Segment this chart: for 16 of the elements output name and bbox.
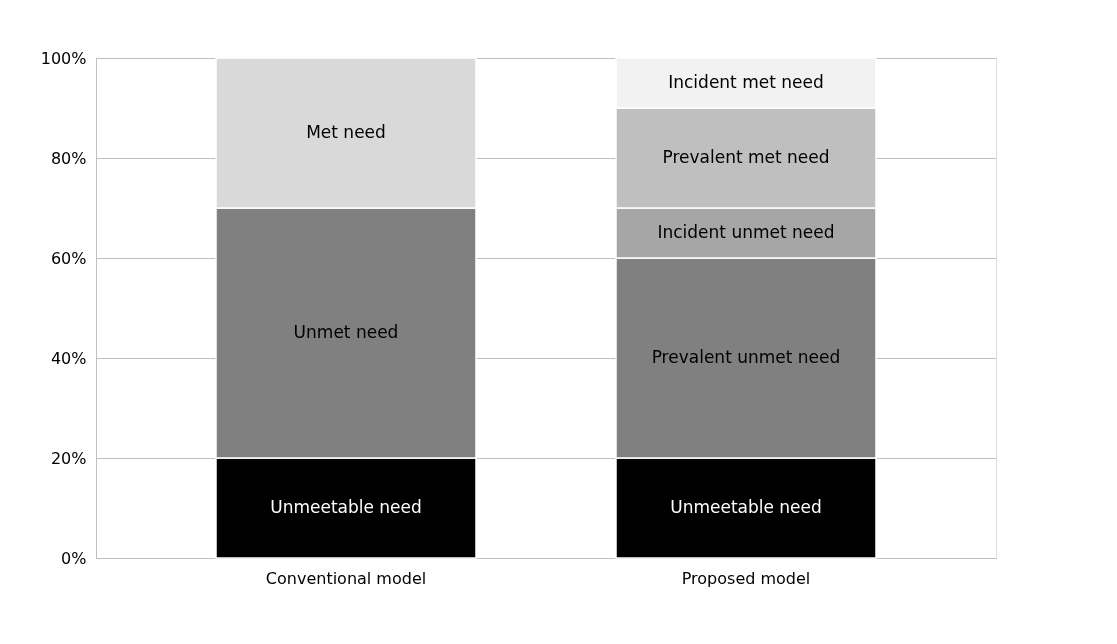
y-tick-label: 20% bbox=[50, 448, 87, 468]
series-label: Unmet need bbox=[293, 322, 399, 342]
series-label: Prevalent unmet need bbox=[651, 347, 841, 367]
y-tick-label: 40% bbox=[50, 348, 87, 368]
text: Unmeetable need bbox=[670, 497, 822, 517]
x-tick-label: Proposed model bbox=[681, 568, 811, 588]
y-tick-label: 80% bbox=[50, 148, 87, 168]
series-label: Incident unmet need bbox=[657, 222, 835, 242]
series-label: Met need bbox=[306, 122, 386, 142]
series-label: Incident met need bbox=[668, 72, 824, 92]
series-label: Prevalent met need bbox=[662, 147, 830, 167]
x-tick-label: Conventional model bbox=[265, 568, 427, 588]
series-label: Unmeetable need bbox=[270, 497, 422, 517]
y-tick-label: 0% bbox=[61, 548, 87, 568]
y-tick-label: 100% bbox=[40, 48, 87, 68]
y-tick-label: 60% bbox=[50, 248, 87, 268]
